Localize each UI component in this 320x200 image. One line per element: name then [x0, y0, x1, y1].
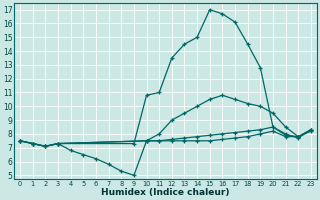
X-axis label: Humidex (Indice chaleur): Humidex (Indice chaleur) [101, 188, 230, 197]
